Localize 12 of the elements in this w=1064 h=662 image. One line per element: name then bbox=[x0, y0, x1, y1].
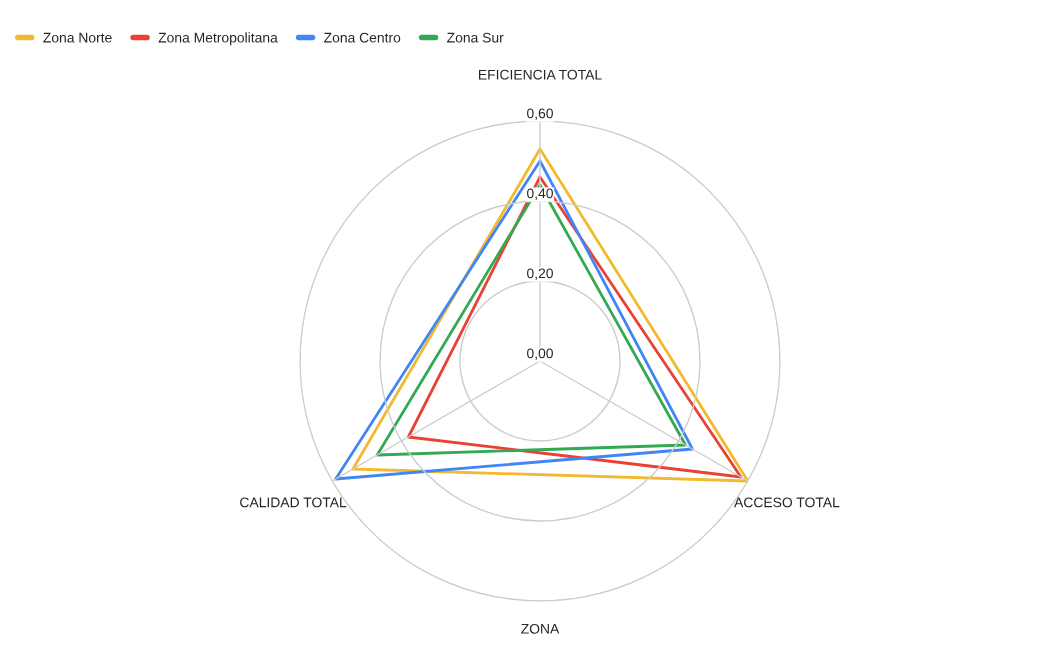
y-tick-label: 0,40 bbox=[527, 188, 553, 200]
legend-label: Zona Metropolitana bbox=[158, 32, 278, 46]
spoke-label: ACCESO TOTAL bbox=[734, 497, 840, 508]
text: ZONA bbox=[521, 623, 560, 634]
legend-label: Zona Centro bbox=[324, 32, 401, 43]
spoke-label: EFICIENCIA TOTAL bbox=[479, 69, 602, 80]
y-tick-label: 0,00 bbox=[527, 348, 553, 360]
legend-label: Zona Sur bbox=[447, 32, 504, 43]
y-tick-label: 0,20 bbox=[527, 268, 553, 280]
y-tick-label: 0,60 bbox=[527, 108, 553, 120]
spoke-label: CALIDAD TOTAL bbox=[240, 497, 347, 508]
legend-label: Zona Norte bbox=[43, 32, 112, 43]
